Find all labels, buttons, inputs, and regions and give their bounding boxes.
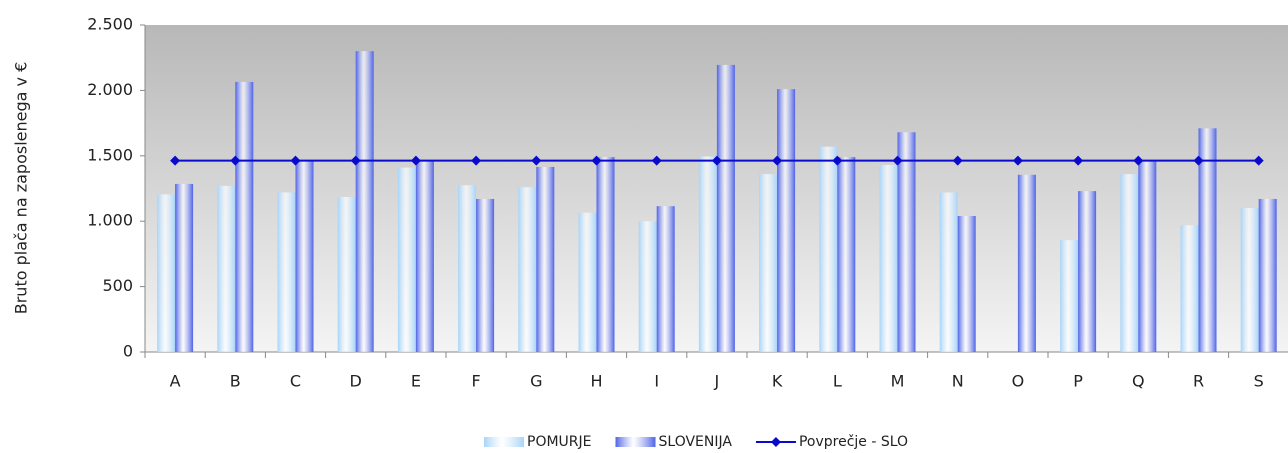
legend-swatch [484,437,524,447]
bar [1258,198,1277,352]
bar [596,157,615,352]
marker [1012,155,1023,166]
x-tick-label: B [230,372,241,391]
y-tick-label: 1.000 [87,211,133,230]
bar [476,198,495,352]
y-axis-title: Bruto plača na zaposlenega v € [12,62,31,315]
x-tick-label: C [290,372,301,391]
bar [939,192,958,352]
y-tick-label: 1.500 [87,145,133,164]
marker [1133,155,1144,166]
x-tick-label: F [471,372,480,391]
marker [832,155,843,166]
bar [415,161,434,352]
legend-swatch [615,437,656,447]
marker [591,155,602,166]
marker [230,155,241,166]
marker [410,155,421,166]
bar [716,64,735,353]
x-tick-label: K [772,372,783,391]
marker [711,155,722,166]
legend-label: Povprečje - SLO [799,434,908,450]
marker [290,155,301,166]
bar [235,81,254,352]
bar [819,146,838,352]
bar [698,156,717,352]
bar [1060,240,1079,352]
bar [217,185,236,352]
bar [295,161,314,352]
x-tick-label: L [833,372,842,391]
bar [957,215,976,352]
bar [1078,191,1097,352]
bar [397,167,416,352]
bar [656,206,675,352]
x-tick-label: I [654,372,659,391]
x-tick-label: R [1193,372,1204,391]
x-tick-label: G [530,372,542,391]
bar [1120,174,1139,352]
marker [892,155,903,166]
marker [772,155,783,166]
bar [337,197,356,352]
x-tick-label: S [1254,372,1264,391]
bar [355,51,374,352]
bar [1180,225,1199,352]
x-tick-label: P [1073,372,1083,391]
y-tick-label: 2.500 [87,15,133,34]
bar [1138,161,1157,352]
bar [759,174,778,352]
marker [471,155,482,166]
y-tick-label: 0 [123,342,133,361]
marker [1253,155,1264,166]
y-tick-label: 2.000 [87,80,133,99]
marker [1073,155,1084,166]
x-tick-label: J [714,372,720,391]
bar [277,192,296,352]
x-tick-label: E [411,372,421,391]
x-tick-label: O [1012,372,1025,391]
bar [837,157,856,352]
legend-label: POMURJE [527,434,592,450]
x-tick-label: Q [1132,372,1145,391]
bar [1240,208,1259,352]
legend-swatch [770,437,781,447]
y-tick-label: 500 [102,276,133,295]
x-tick-label: N [952,372,964,391]
x-tick-label: D [350,372,362,391]
bar [536,166,555,352]
bar [638,221,657,352]
marker [952,155,963,166]
bar [879,164,898,352]
marker [170,155,181,166]
marker [350,155,361,166]
marker [531,155,542,166]
bar [777,89,796,352]
x-tick-label: M [891,372,905,391]
x-tick-label: H [590,372,602,391]
bar [157,194,176,352]
x-tick-label: A [170,372,181,391]
bar [1017,174,1036,352]
marker [1193,155,1204,166]
bar [1198,128,1217,352]
bar [175,183,194,352]
marker [651,155,662,166]
bar [458,185,477,352]
legend-label: SLOVENIJA [659,434,733,450]
bar [578,212,597,352]
bar [518,187,537,352]
bar [897,132,916,352]
